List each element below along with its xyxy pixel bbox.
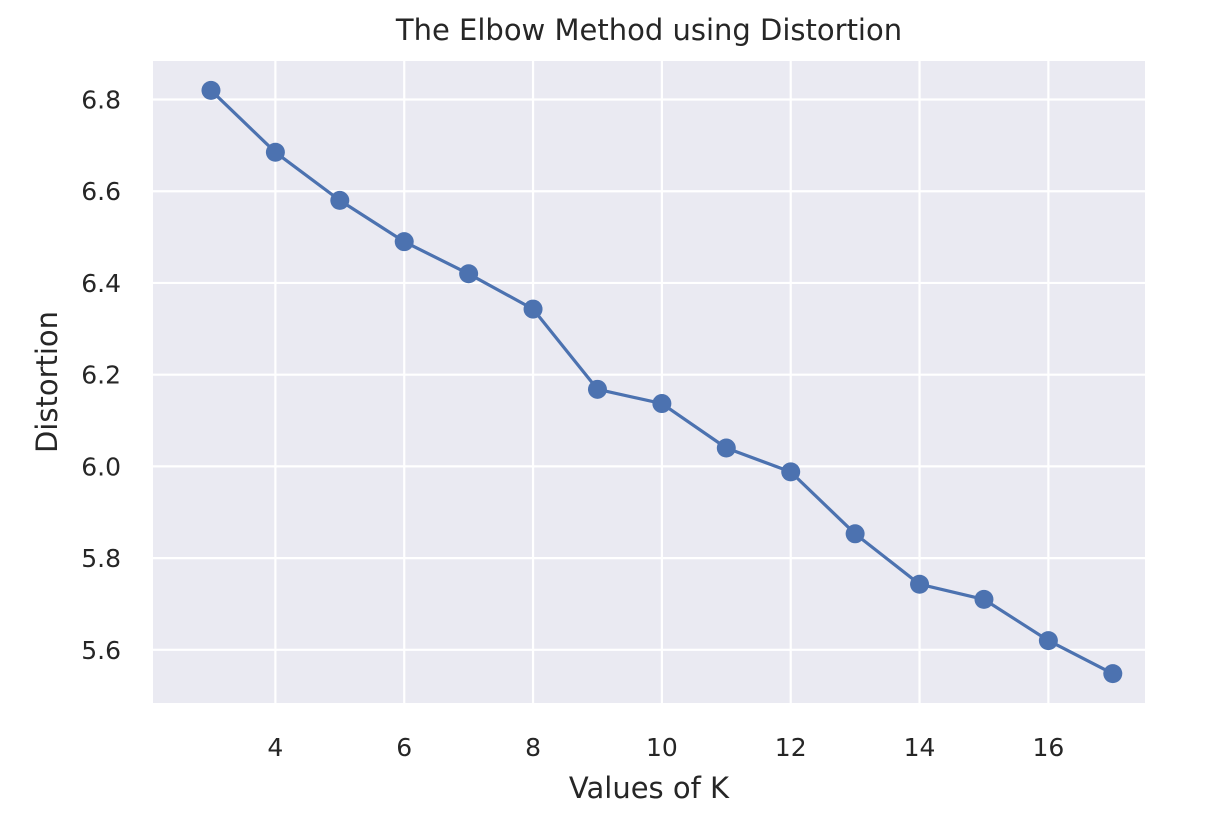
y-axis-label: Distortion	[30, 311, 64, 453]
data-point-k3	[201, 80, 221, 100]
data-point-k7	[459, 264, 479, 284]
x-tick-label: 10	[646, 733, 678, 762]
data-point-k13	[845, 524, 865, 544]
data-point-k10	[652, 394, 672, 414]
x-axis-ticks: 4 6 8 10 12 14 16	[267, 733, 1064, 762]
x-tick-label: 16	[1032, 733, 1064, 762]
data-point-k14	[910, 574, 930, 594]
x-tick-label: 8	[525, 733, 541, 762]
data-point-k12	[781, 462, 801, 482]
data-point-k16	[1038, 631, 1058, 651]
y-tick-label: 6.6	[81, 177, 121, 206]
data-point-k9	[587, 379, 607, 399]
y-axis-ticks: 5.6 5.8 6.0 6.2 6.4 6.6 6.8	[81, 86, 121, 665]
x-tick-label: 14	[904, 733, 936, 762]
x-axis-label: Values of K	[569, 771, 730, 805]
data-points	[201, 80, 1123, 684]
data-point-k11	[716, 438, 736, 458]
y-tick-label: 6.0	[81, 452, 121, 481]
data-point-k8	[523, 299, 543, 319]
grid	[153, 61, 1145, 703]
data-point-k4	[265, 142, 285, 162]
data-point-k6	[394, 232, 414, 252]
data-point-k17	[1103, 664, 1123, 684]
y-tick-label: 5.8	[81, 544, 121, 573]
x-tick-label: 6	[396, 733, 412, 762]
chart-title: The Elbow Method using Distortion	[395, 13, 902, 47]
y-tick-label: 6.4	[81, 269, 121, 298]
x-tick-label: 4	[267, 733, 283, 762]
data-point-k15	[974, 589, 994, 609]
data-point-k5	[330, 190, 350, 210]
y-tick-label: 6.2	[81, 361, 121, 390]
x-tick-label: 12	[775, 733, 807, 762]
y-tick-label: 5.6	[81, 636, 121, 665]
y-tick-label: 6.8	[81, 86, 121, 115]
